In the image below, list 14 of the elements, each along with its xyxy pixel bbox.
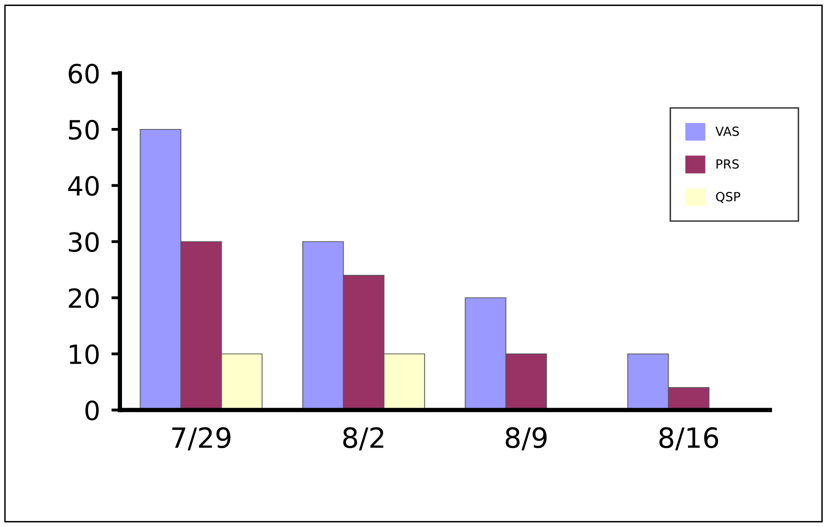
y-tick-label: 20 (68, 288, 99, 308)
x-tick-label: 8/16 (659, 427, 718, 450)
y-tick-label: 40 (68, 176, 99, 196)
x-tick-label: 8/2 (343, 427, 384, 450)
legend-label: PRS (716, 159, 739, 169)
y-tick-label: 60 (68, 64, 99, 84)
legend-label: QSP (716, 192, 740, 203)
legend-label: VAS (715, 126, 739, 136)
x-tick-label: 8/9 (506, 427, 547, 450)
y-tick-label: 10 (70, 344, 99, 364)
x-tick-label: 7/29 (172, 427, 230, 450)
y-tick-label: 0 (85, 400, 99, 420)
y-tick-label: 30 (68, 232, 99, 252)
y-tick-label: 50 (68, 120, 99, 140)
